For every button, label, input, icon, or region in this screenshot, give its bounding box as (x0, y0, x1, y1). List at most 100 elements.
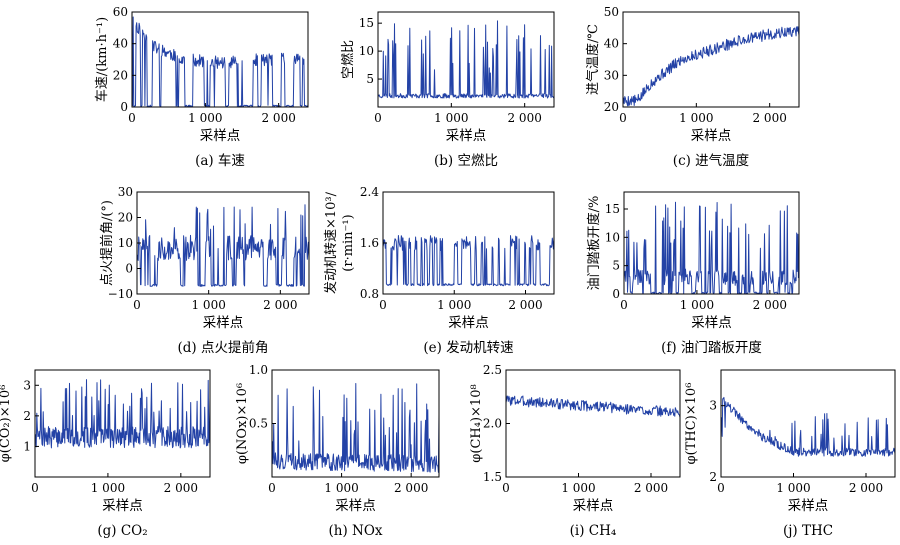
series-line-h (271, 383, 440, 473)
x-tick-label: 2 000 (634, 481, 668, 495)
y-axis-label: 车速/(km·h⁻¹) (94, 17, 110, 102)
plot-frame-i (505, 369, 681, 478)
x-axis-label: 采样点 (788, 498, 829, 514)
series-line-i (505, 395, 681, 418)
y-axis-label: 油门踏板开度/% (586, 196, 602, 291)
x-axis-label: 采样点 (446, 128, 487, 144)
x-tick-label: 0 (379, 298, 387, 312)
y-tick-label: 1.5 (483, 470, 502, 484)
panel-caption: (f) 油门踏板开度 (661, 340, 762, 356)
y-axis-label-unit: (r·min⁻¹) (341, 214, 356, 271)
x-tick-label: 0 (128, 111, 136, 125)
y-tick-label: 30 (118, 185, 133, 199)
panel-g: 0 1 000 2 000 1 2 3 采样点 φ(CO₂)×10⁶ (g) CO₂ (0, 369, 211, 539)
y-tick-label: 10 (359, 44, 374, 58)
series-line-f (623, 201, 800, 295)
x-tick-label: 2 000 (394, 481, 428, 495)
x-tick-label: 0 (268, 481, 276, 495)
panel-caption: (h) NOx (328, 523, 382, 539)
x-tick-label: 0 (502, 481, 510, 495)
y-tick-label: 40 (604, 37, 619, 51)
panel-j: 0 1 000 2 000 2 3 采样点 φ(THC)×10⁶ (j) THC (684, 369, 896, 539)
y-tick-label: 20 (118, 211, 133, 225)
y-tick-label: 20 (113, 68, 128, 82)
series-line-j (721, 396, 896, 457)
x-tick-label: 2 000 (508, 298, 542, 312)
x-tick-label: 1 000 (434, 111, 468, 125)
y-axis-label: φ(NOx)×10⁶ (235, 383, 250, 464)
x-tick-label: 2 000 (849, 481, 883, 495)
x-tick-label: 0 (620, 298, 628, 312)
panel-caption: (j) THC (783, 523, 833, 539)
x-tick-label: 0 (31, 481, 39, 495)
x-tick-label: 1 000 (324, 481, 358, 495)
y-axis-label: 发动机转速×10³/ (323, 191, 339, 294)
panel-b: 0 1 000 2 000 5 10 15 采样点 空燃比 (b) 空燃比 (340, 11, 555, 169)
y-tick-label: 2.0 (483, 417, 502, 431)
panel-f: 0 1 000 2 000 0 5 10 15 采样点 油门踏板开度/% (f) 油门踏板开度 (586, 191, 800, 356)
x-tick-label: 1 000 (680, 298, 714, 312)
panel-caption: (g) CO₂ (97, 523, 147, 539)
x-axis-label: 采样点 (691, 128, 732, 144)
series-line-a (131, 16, 308, 108)
y-tick-label: 1 (23, 439, 31, 453)
y-tick-label: 3 (23, 378, 31, 392)
y-tick-label: 15 (605, 202, 620, 216)
x-tick-label: 0 (374, 111, 382, 125)
x-tick-label: 2 000 (507, 111, 541, 125)
y-tick-label: 10 (605, 230, 620, 244)
series-line-g (34, 379, 211, 449)
y-tick-label: 60 (113, 5, 128, 19)
y-tick-label: 2.4 (360, 185, 379, 199)
x-tick-label: 1 000 (188, 111, 222, 125)
series-line-b (377, 20, 555, 99)
x-tick-label: 1 000 (561, 481, 595, 495)
panel-caption: (c) 进气温度 (673, 153, 749, 169)
y-tick-label: 5 (612, 259, 620, 273)
x-tick-label: 0 (133, 298, 141, 312)
panel-caption: (i) CH₄ (570, 523, 617, 539)
plot-frame-a (131, 11, 309, 108)
x-axis-label: 采样点 (573, 498, 614, 514)
y-tick-label: 15 (359, 16, 374, 30)
x-tick-label: 1 000 (679, 111, 713, 125)
x-tick-label: 1 000 (437, 298, 471, 312)
x-axis-label: 采样点 (335, 498, 376, 514)
y-axis-label: 点火提前角/(°) (99, 200, 115, 286)
y-tick-label: 2.5 (483, 363, 502, 377)
y-tick-label: 30 (604, 68, 619, 82)
plot-frame-b (377, 11, 555, 108)
plot-frame-c (622, 11, 800, 108)
x-tick-label: 1 000 (776, 481, 810, 495)
x-tick-label: 2 000 (753, 298, 787, 312)
panel-caption: (d) 点火提前角 (178, 339, 269, 356)
panel-caption: (e) 发动机转速 (423, 340, 513, 356)
x-axis-label: 采样点 (448, 315, 489, 331)
panel-a: 0 1 000 2 000 0 20 40 60 采样点 车速/(km·h⁻¹) (a) 车速 (94, 5, 309, 169)
x-axis-label: 采样点 (203, 315, 244, 331)
y-tick-label: 50 (604, 5, 619, 19)
y-tick-label: 0 (125, 262, 133, 276)
y-tick-label: 0 (612, 287, 620, 301)
x-axis-label: 采样点 (102, 498, 143, 514)
y-axis-label: φ(CO₂)×10⁶ (0, 385, 13, 463)
y-tick-label: 0.5 (249, 417, 268, 431)
y-tick-label: 10 (118, 236, 133, 250)
y-tick-label: 3 (709, 399, 717, 413)
x-tick-label: 1 000 (91, 481, 125, 495)
y-tick-label: 0 (120, 100, 128, 114)
x-axis-label: 采样点 (691, 315, 732, 331)
panel-caption: (b) 空燃比 (434, 152, 498, 169)
x-tick-label: 2 000 (263, 298, 297, 312)
y-tick-label: 2 (23, 409, 31, 423)
y-tick-label: 0.8 (360, 287, 379, 301)
plot-frame-g (34, 369, 211, 478)
y-axis-label: 进气温度/℃ (585, 24, 601, 95)
y-tick-label: 2 (709, 470, 717, 484)
panel-e: 0 1 000 2 000 0.8 1.6 2.4 采样点 发动机转速×10³/(r·min⁻… (323, 185, 555, 356)
series-line-c (622, 26, 800, 107)
x-tick-label: 1 000 (191, 298, 225, 312)
y-tick-label: 5 (366, 72, 374, 86)
